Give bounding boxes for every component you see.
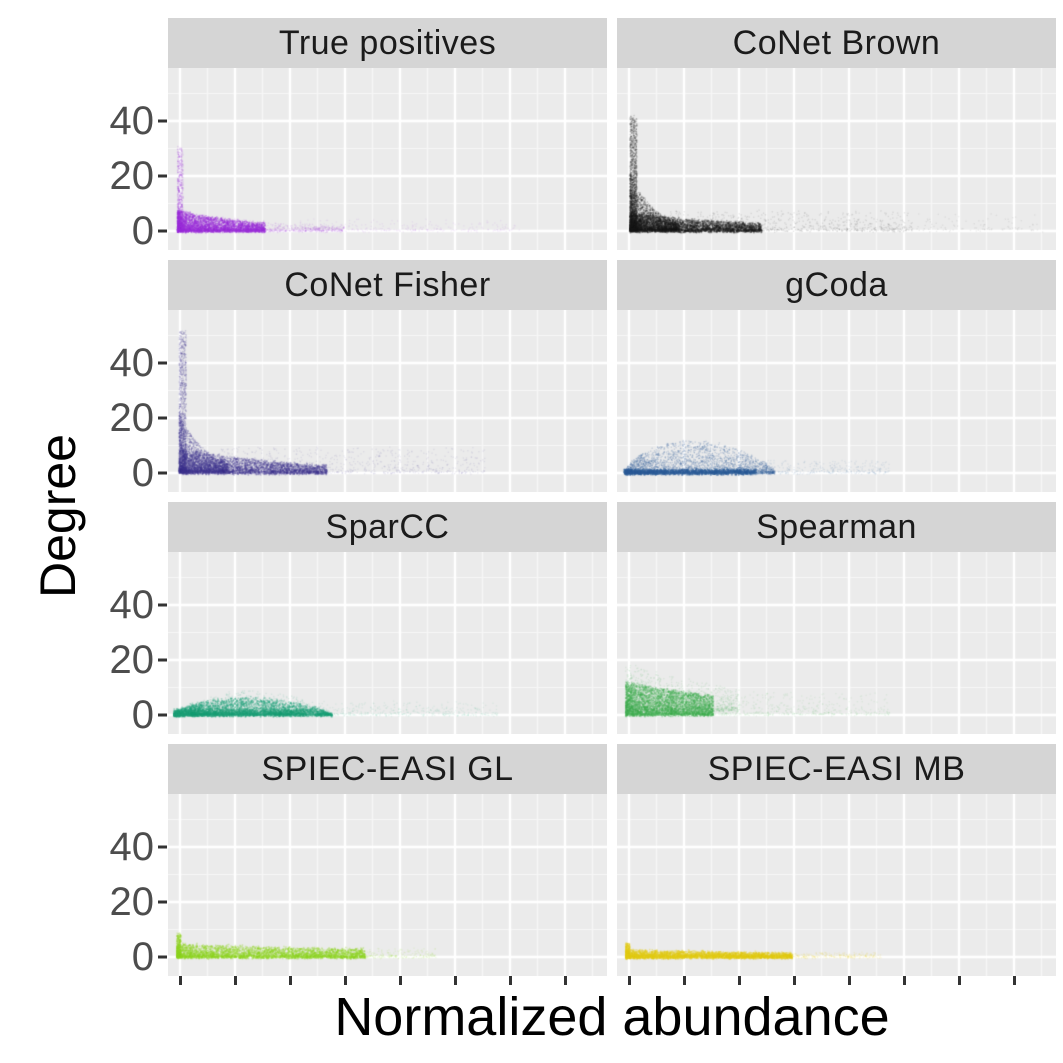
y-tick-label: 20 — [109, 396, 155, 440]
facet-spiec-easi-gl: SPIEC-EASI GL — [168, 744, 607, 976]
y-tick-mark — [158, 174, 167, 178]
y-tick-label: 40 — [109, 99, 155, 143]
y-tick-mark — [158, 471, 167, 475]
facet-spearman: Spearman — [617, 502, 1056, 734]
facet-strip: CoNet Brown — [617, 18, 1056, 68]
facet-plot-canvas — [168, 552, 607, 734]
facet-strip: SparCC — [168, 502, 607, 552]
y-tick-mark — [158, 955, 167, 959]
y-tick-label: 20 — [109, 638, 155, 682]
facet-plot-canvas — [617, 794, 1056, 976]
facet-plot-canvas — [617, 552, 1056, 734]
facet-strip: True positives — [168, 18, 607, 68]
y-tick-mark — [158, 416, 167, 420]
facet-title: CoNet Fisher — [284, 266, 491, 304]
y-tick-mark — [158, 119, 167, 123]
y-tick-label: 0 — [131, 935, 154, 979]
x-tick-mark — [628, 976, 631, 985]
facet-plot-canvas — [168, 794, 607, 976]
x-tick-mark — [509, 976, 512, 985]
x-tick-mark — [848, 976, 851, 985]
y-tick-mark — [158, 713, 167, 717]
facet-title: gCoda — [785, 266, 888, 304]
facet-sparcc: SparCC — [168, 502, 607, 734]
y-tick-label: 40 — [109, 583, 155, 627]
x-tick-mark — [344, 976, 347, 985]
facet-plot-canvas — [168, 68, 607, 250]
x-tick-mark — [564, 976, 567, 985]
y-tick-label: 20 — [109, 154, 155, 198]
facet-strip: Spearman — [617, 502, 1056, 552]
y-tick-label: 20 — [109, 880, 155, 924]
facet-plot-canvas — [617, 68, 1056, 250]
facet-strip: SPIEC-EASI MB — [617, 744, 1056, 794]
facet-title: SPIEC-EASI MB — [707, 750, 966, 788]
facet-plot-canvas — [168, 310, 607, 492]
facet-conet-brown: CoNet Brown — [617, 18, 1056, 250]
facet-title: CoNet Brown — [732, 24, 941, 62]
facet-gcoda: gCoda — [617, 260, 1056, 492]
y-tick-label: 0 — [131, 451, 154, 495]
x-tick-mark — [289, 976, 292, 985]
facet-title: Spearman — [756, 508, 917, 546]
facet-plot-canvas — [617, 310, 1056, 492]
facet-title: SparCC — [325, 508, 450, 546]
x-tick-mark — [454, 976, 457, 985]
x-tick-mark — [1013, 976, 1016, 985]
y-tick-mark — [158, 229, 167, 233]
x-tick-mark — [793, 976, 796, 985]
x-tick-mark — [738, 976, 741, 985]
facet-strip: gCoda — [617, 260, 1056, 310]
facet-title: SPIEC-EASI GL — [261, 750, 514, 788]
x-axis-title: Normalized abundance — [334, 987, 890, 1047]
y-tick-mark — [158, 658, 167, 662]
y-tick-label: 0 — [131, 209, 154, 253]
facet-spiec-easi-mb: SPIEC-EASI MB — [617, 744, 1056, 976]
y-tick-label: 0 — [131, 693, 154, 737]
x-tick-mark — [683, 976, 686, 985]
y-tick-label: 40 — [109, 825, 155, 869]
y-tick-label: 40 — [109, 341, 155, 385]
x-tick-mark — [179, 976, 182, 985]
x-tick-mark — [958, 976, 961, 985]
y-tick-mark — [158, 603, 167, 607]
facet-strip: SPIEC-EASI GL — [168, 744, 607, 794]
x-tick-mark — [234, 976, 237, 985]
facet-true-positives: True positives — [168, 18, 607, 250]
y-tick-mark — [158, 361, 167, 365]
y-tick-mark — [158, 900, 167, 904]
x-tick-mark — [399, 976, 402, 985]
facet-conet-fisher: CoNet Fisher — [168, 260, 607, 492]
x-tick-mark — [903, 976, 906, 985]
facet-strip: CoNet Fisher — [168, 260, 607, 310]
facet-title: True positives — [278, 24, 497, 62]
y-tick-mark — [158, 845, 167, 849]
